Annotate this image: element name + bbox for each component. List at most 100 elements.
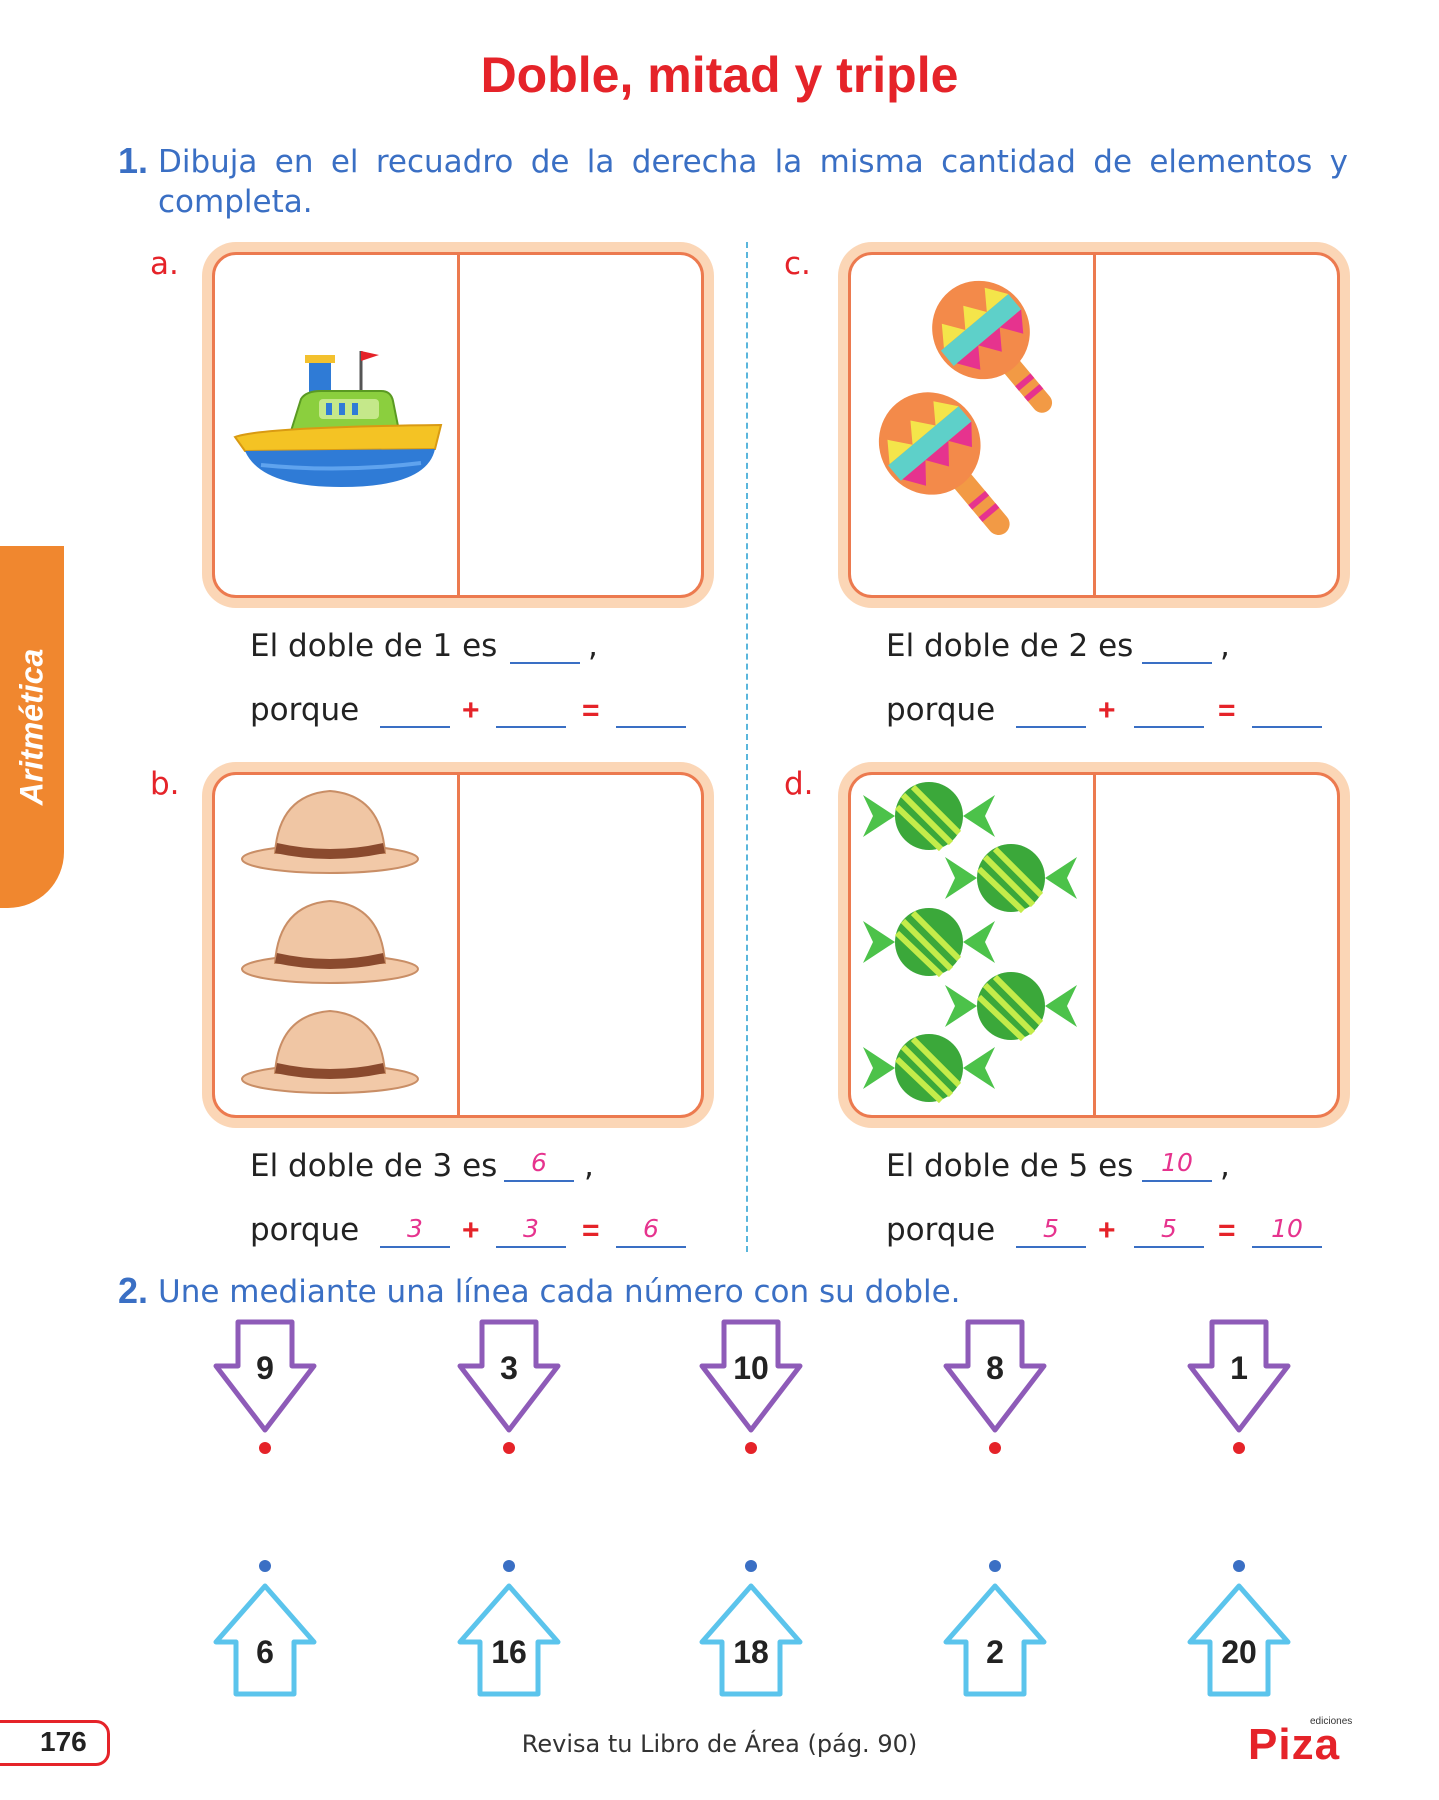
item-c-comma: , xyxy=(1220,628,1230,664)
item-c-letter: c. xyxy=(784,246,811,282)
down-arrow-shape xyxy=(1187,1319,1291,1433)
column-divider xyxy=(746,242,748,1252)
item-c-plus: + xyxy=(1098,694,1116,727)
exercise-1-instruction-line2: completa. xyxy=(158,184,313,220)
item-b-panel xyxy=(202,762,714,1128)
bottom-connect-dot-4[interactable] xyxy=(989,1560,1001,1572)
up-arrow-shape xyxy=(699,1583,803,1697)
item-a-result-blank[interactable] xyxy=(616,694,686,728)
item-c-addend2-blank[interactable] xyxy=(1134,694,1204,728)
bottom-connect-dot-1[interactable] xyxy=(259,1560,271,1572)
item-a-comma: , xyxy=(588,628,598,664)
maraca-icon xyxy=(932,280,1053,413)
item-b-equals: = xyxy=(582,1214,600,1247)
item-b-letter: b. xyxy=(150,766,180,802)
top-connect-dot-3[interactable] xyxy=(745,1442,757,1454)
up-arrow-shape xyxy=(1187,1583,1291,1697)
item-b-porque: porque xyxy=(250,1212,360,1248)
item-c-sentence: El doble de 2 es xyxy=(886,628,1134,664)
exercise-1-instruction-line1: Dibuja en el recuadro de la derecha la m… xyxy=(158,144,1348,180)
item-d-addend2-blank[interactable]: 5 xyxy=(1134,1214,1204,1248)
page-number-box xyxy=(0,1720,110,1766)
up-arrow-shape xyxy=(213,1583,317,1697)
down-arrow-shape xyxy=(213,1319,317,1433)
down-arrow-shape xyxy=(699,1319,803,1433)
hat-icon xyxy=(241,1009,419,1094)
bottom-connect-dot-2[interactable] xyxy=(503,1560,515,1572)
exercise-2-instruction: Une mediante una línea cada número con s… xyxy=(158,1274,961,1310)
panel-divider xyxy=(1093,255,1096,595)
item-a-answer-blank[interactable] xyxy=(510,630,580,664)
candy-icon xyxy=(945,844,1077,913)
item-d-plus: + xyxy=(1098,1214,1116,1247)
section-tab: Aritmética xyxy=(0,546,64,908)
top-number-1: 9 xyxy=(256,1350,274,1386)
item-d-result-blank[interactable]: 10 xyxy=(1252,1214,1322,1248)
hat-icon xyxy=(241,789,419,874)
bottom-number-4: 2 xyxy=(986,1634,1004,1670)
item-b-result-blank[interactable]: 6 xyxy=(616,1214,686,1248)
top-connect-dot-5[interactable] xyxy=(1233,1442,1245,1454)
top-connect-dot-4[interactable] xyxy=(989,1442,1001,1454)
publisher-logo-small: ediciones xyxy=(1310,1716,1353,1727)
item-d-sentence: El doble de 5 es xyxy=(886,1148,1134,1184)
item-b-plus: + xyxy=(462,1214,480,1247)
bottom-connect-dot-3[interactable] xyxy=(745,1560,757,1572)
item-a-panel xyxy=(202,242,714,608)
item-c-addend1-blank[interactable] xyxy=(1016,694,1086,728)
section-tab-label: Aritmética xyxy=(13,648,50,806)
candy-icon xyxy=(863,908,995,977)
item-b-answer-blank[interactable]: 6 xyxy=(504,1148,574,1182)
publisher-logo: Piza xyxy=(1248,1720,1341,1769)
maraca-icon xyxy=(878,392,1010,536)
item-d-comma: , xyxy=(1220,1148,1230,1184)
item-a-porque: porque xyxy=(250,692,360,728)
item-d-letter: d. xyxy=(784,766,814,802)
item-c-result-blank[interactable] xyxy=(1252,694,1322,728)
up-arrow-shape xyxy=(457,1583,561,1697)
toy-boat-icon xyxy=(233,351,443,487)
item-a-letter: a. xyxy=(150,246,179,282)
top-number-2: 3 xyxy=(500,1350,518,1386)
top-connect-dot-1[interactable] xyxy=(259,1442,271,1454)
candy-icon xyxy=(863,1034,995,1103)
item-b-addend2-blank[interactable]: 3 xyxy=(496,1214,566,1248)
panel-divider xyxy=(457,775,460,1115)
item-d-porque: porque xyxy=(886,1212,996,1248)
item-d-answer-blank[interactable]: 10 xyxy=(1142,1148,1212,1182)
top-connect-dot-2[interactable] xyxy=(503,1442,515,1454)
item-c-answer-blank[interactable] xyxy=(1142,630,1212,664)
item-c-equals: = xyxy=(1218,694,1236,727)
top-number-4: 8 xyxy=(986,1350,1004,1386)
panel-divider xyxy=(1093,775,1096,1115)
bottom-connect-dot-5[interactable] xyxy=(1233,1560,1245,1572)
bottom-number-1: 6 xyxy=(256,1634,274,1670)
exercise-1-number: 1. xyxy=(118,140,149,181)
item-a-addend2-blank[interactable] xyxy=(496,694,566,728)
item-b-sentence: El doble de 3 es xyxy=(250,1148,498,1184)
down-arrow-shape xyxy=(943,1319,1047,1433)
candy-icon xyxy=(945,972,1077,1041)
page-title: Doble, mitad y triple xyxy=(480,47,959,103)
item-a-equals: = xyxy=(582,694,600,727)
item-d-equals: = xyxy=(1218,1214,1236,1247)
item-b-addend1-blank[interactable]: 3 xyxy=(380,1214,450,1248)
item-d-addend1-blank[interactable]: 5 xyxy=(1016,1214,1086,1248)
item-c-panel xyxy=(838,242,1350,608)
item-d-panel xyxy=(838,762,1350,1128)
bottom-number-5: 20 xyxy=(1221,1634,1257,1670)
page-number: 176 xyxy=(40,1726,87,1757)
panel-divider xyxy=(457,255,460,595)
item-c-porque: porque xyxy=(886,692,996,728)
item-b-comma: , xyxy=(584,1148,594,1184)
bottom-number-2: 16 xyxy=(491,1634,527,1670)
item-a-addend1-blank[interactable] xyxy=(380,694,450,728)
up-arrow-shape xyxy=(943,1583,1047,1697)
top-number-5: 1 xyxy=(1230,1350,1248,1386)
item-a-plus: + xyxy=(462,694,480,727)
top-number-3: 10 xyxy=(733,1350,769,1386)
exercise-2-number: 2. xyxy=(118,1270,149,1311)
candy-icon xyxy=(863,782,995,851)
bottom-number-3: 18 xyxy=(733,1634,769,1670)
down-arrow-shape xyxy=(457,1319,561,1433)
